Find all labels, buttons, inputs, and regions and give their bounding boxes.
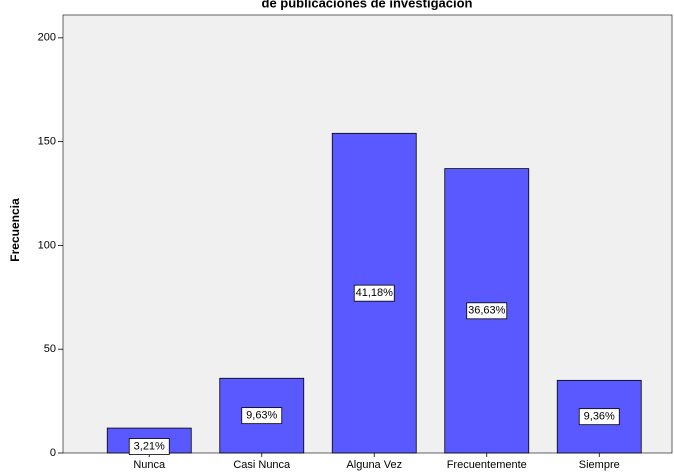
value-label: 9,63% xyxy=(246,410,277,422)
value-label: 9,36% xyxy=(584,411,615,423)
value-label-box xyxy=(353,284,395,302)
y-tick-label: 150 xyxy=(38,136,56,148)
value-label: 41,18% xyxy=(356,287,394,299)
y-tick-label: 0 xyxy=(50,447,56,459)
x-tick-label: Nunca xyxy=(133,459,166,471)
chart-title: de publicaciones de investigación xyxy=(262,0,473,10)
y-tick-label: 100 xyxy=(38,239,56,251)
value-label-box xyxy=(128,438,170,455)
value-label: 3,21% xyxy=(134,440,165,452)
y-axis-label: Frecuencia xyxy=(8,198,22,262)
value-label: 36,63% xyxy=(468,305,506,317)
x-tick-label: Alguna Vez xyxy=(346,459,402,471)
x-tick-label: Casi Nunca xyxy=(233,459,291,471)
value-label-box xyxy=(241,407,283,425)
y-tick-label: 50 xyxy=(44,343,56,355)
y-tick-label: 200 xyxy=(38,32,56,44)
x-tick-label: Frecuentemente xyxy=(447,459,527,471)
x-tick-label: Siempre xyxy=(579,459,620,471)
value-label-box xyxy=(578,408,620,426)
value-label-box xyxy=(466,302,508,320)
